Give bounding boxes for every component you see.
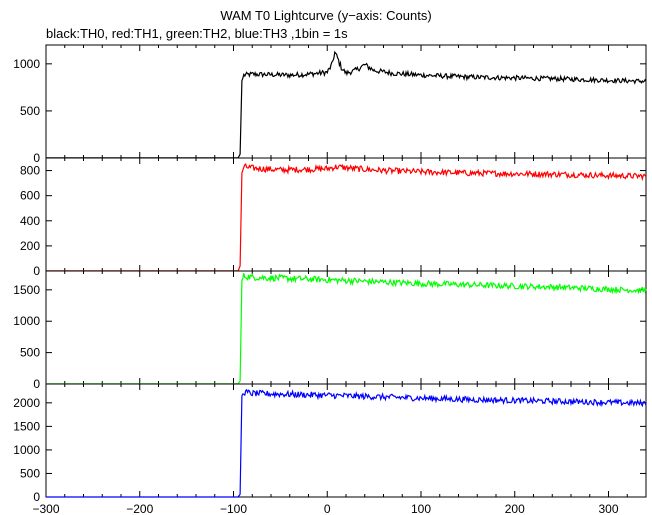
y-tick-label: 1000 — [13, 314, 40, 328]
y-tick-label: 1500 — [13, 419, 40, 433]
chart-subtitle: black:TH0, red:TH1, green:TH2, blue:TH3 … — [46, 26, 348, 41]
panel-th3: 0 500 1000 1500 2000 — [13, 383, 647, 504]
y-tick-label: 1500 — [13, 283, 40, 297]
y-tick-label: 1000 — [13, 443, 40, 457]
y-tick-label: 800 — [20, 164, 40, 178]
x-tick-label: 300 — [598, 502, 618, 515]
y-tick-label: 0 — [33, 377, 40, 391]
y-tick-label: 0 — [33, 151, 40, 165]
x-tick-label: −300 — [32, 502, 59, 515]
panel-th2: 0 500 1000 1500 — [13, 270, 647, 391]
y-tick-label: 400 — [20, 214, 40, 228]
x-tick-label: 0 — [324, 502, 331, 515]
x-tick-label: 200 — [505, 502, 525, 515]
panel-th1: 0 200 400 600 800 — [20, 157, 647, 278]
y-tick-label: 500 — [20, 466, 40, 480]
panel-th0: 0 500 1000 — [13, 44, 647, 165]
x-tick-label: −200 — [126, 502, 153, 515]
series-line-th1 — [46, 163, 647, 272]
x-tick-label: −100 — [220, 502, 247, 515]
y-tick-label: 2000 — [13, 396, 40, 410]
y-tick-label: 0 — [33, 264, 40, 278]
x-tick-label: 100 — [411, 502, 431, 515]
series-line-th2 — [46, 273, 647, 385]
series-line-th3 — [46, 388, 647, 498]
panel-frame — [45, 44, 647, 159]
y-tick-label: 0 — [33, 490, 40, 504]
y-tick-label: 600 — [20, 189, 40, 203]
y-tick-label: 1000 — [13, 57, 40, 71]
y-tick-label: 500 — [20, 104, 40, 118]
series-line-th0 — [46, 50, 647, 159]
y-tick-label: 200 — [20, 239, 40, 253]
chart-title: WAM T0 Lightcurve (y−axis: Counts) — [220, 8, 432, 23]
y-tick-label: 500 — [20, 346, 40, 360]
